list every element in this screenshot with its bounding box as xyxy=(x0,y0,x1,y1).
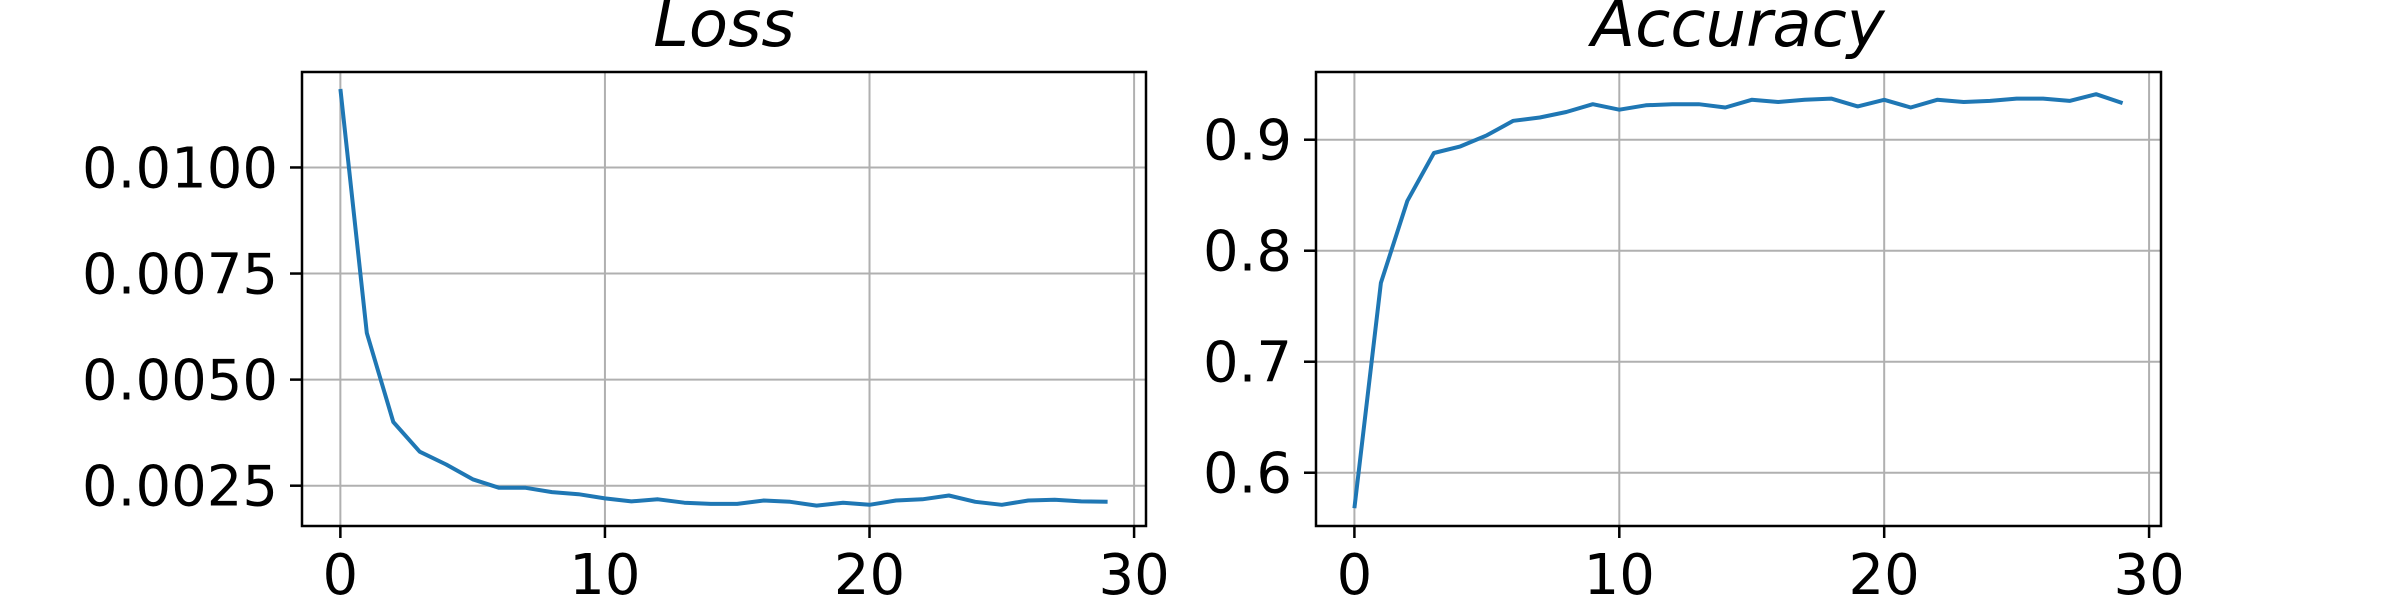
y-tick-label: 0.0075 xyxy=(82,243,278,308)
y-tick-label: 0.0025 xyxy=(82,455,278,520)
x-tick-label: 10 xyxy=(569,543,640,600)
y-tick-label: 0.7 xyxy=(1203,331,1292,396)
chart-title: Accuracy xyxy=(1587,0,1885,62)
y-tick-label: 0.9 xyxy=(1203,109,1292,174)
plot-frame xyxy=(300,70,1148,528)
series-line xyxy=(1352,92,2124,509)
y-tick-label: 0.0100 xyxy=(82,136,278,201)
y-tick-label: 0.6 xyxy=(1203,442,1292,507)
chart-title: Loss xyxy=(653,0,795,62)
x-tick-label: 0 xyxy=(1337,543,1373,600)
x-tick-label: 30 xyxy=(1098,543,1169,600)
x-tick-label: 10 xyxy=(1584,543,1655,600)
loss-chart: Loss 0 10 20 30 0.0025 0.0050 0.0075 0.0100 xyxy=(82,0,1170,600)
accuracy-chart: Accuracy 0 10 20 30 0.6 0.7 0.8 0.9 xyxy=(1203,0,2185,600)
plot-frame xyxy=(1314,70,2163,528)
x-tick-label: 20 xyxy=(834,543,905,600)
y-tick-label: 0.8 xyxy=(1203,220,1292,285)
x-tick-label: 20 xyxy=(1849,543,1920,600)
x-tick-label: 0 xyxy=(323,543,359,600)
y-tick-label: 0.0050 xyxy=(82,349,278,414)
x-tick-label: 30 xyxy=(2113,543,2184,600)
series-line xyxy=(338,88,1108,508)
